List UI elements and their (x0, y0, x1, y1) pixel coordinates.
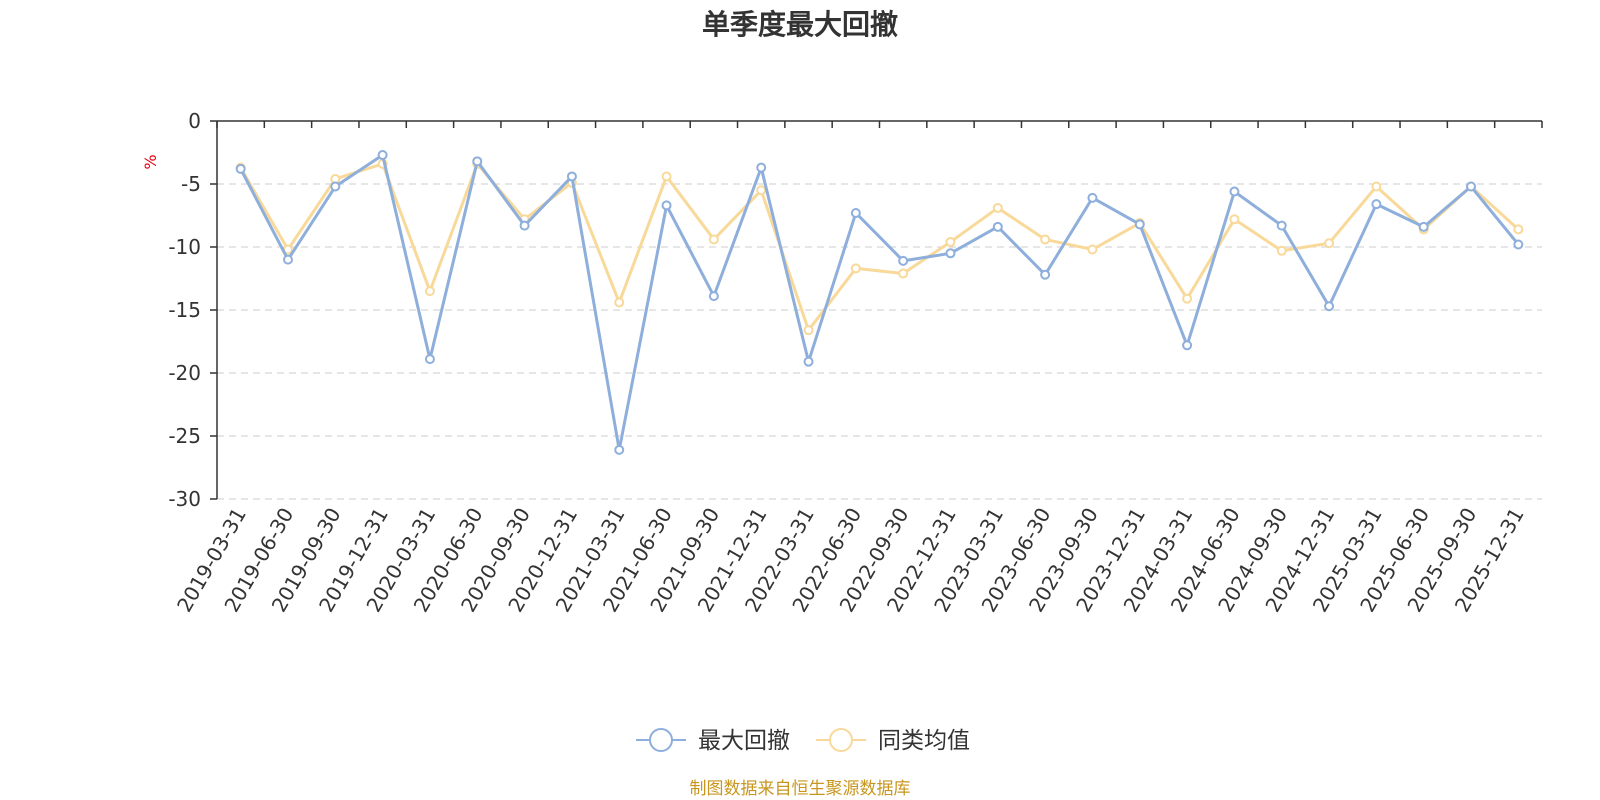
data-point-max-drawdown[interactable] (992, 221, 1003, 232)
data-point-peer-average[interactable] (708, 234, 719, 245)
y-tick-label: -20 (168, 361, 201, 385)
data-point-peer-average[interactable] (424, 286, 435, 297)
data-point-peer-average[interactable] (898, 268, 909, 279)
data-point-max-drawdown[interactable] (1418, 221, 1429, 232)
data-point-peer-average[interactable] (661, 171, 672, 182)
y-axis-unit: % (141, 154, 160, 169)
series-layer (235, 150, 1524, 455)
data-point-max-drawdown[interactable] (803, 356, 814, 367)
y-tick-label: -5 (181, 172, 201, 196)
data-point-max-drawdown[interactable] (708, 291, 719, 302)
data-point-max-drawdown[interactable] (566, 171, 577, 182)
y-axis-ticks: 0 -5 -10 -15 -20 -25 -30 (168, 109, 217, 511)
legend-label-peer-average: 同类均值 (878, 728, 970, 754)
legend-item-max-drawdown[interactable]: 最大回撤 (636, 728, 790, 754)
data-point-max-drawdown[interactable] (1513, 239, 1524, 250)
y-tick-label: -25 (168, 424, 201, 448)
y-tick-label: -15 (168, 298, 201, 322)
data-point-max-drawdown[interactable] (1324, 301, 1335, 312)
source-note: 制图数据来自恒生聚源数据库 (690, 779, 911, 799)
data-point-max-drawdown[interactable] (1182, 340, 1193, 351)
data-point-peer-average[interactable] (1276, 245, 1287, 256)
data-point-max-drawdown[interactable] (330, 181, 341, 192)
data-point-max-drawdown[interactable] (235, 163, 246, 174)
y-tick-label: 0 (188, 109, 201, 133)
data-point-max-drawdown[interactable] (1134, 219, 1145, 230)
legend-marker-max-drawdown (649, 728, 673, 752)
y-tick-label: -10 (168, 235, 201, 259)
data-point-peer-average[interactable] (1087, 244, 1098, 255)
data-point-max-drawdown[interactable] (519, 220, 530, 231)
legend-label-max-drawdown: 最大回撤 (698, 728, 790, 754)
data-point-max-drawdown[interactable] (1229, 186, 1240, 197)
data-point-max-drawdown[interactable] (282, 254, 293, 265)
grid-lines (217, 183, 1542, 500)
data-point-max-drawdown[interactable] (1371, 199, 1382, 210)
series-max-drawdown (235, 150, 1524, 455)
data-point-peer-average[interactable] (850, 263, 861, 274)
data-point-peer-average[interactable] (1040, 234, 1051, 245)
data-point-peer-average[interactable] (1371, 181, 1382, 192)
data-point-max-drawdown[interactable] (1276, 220, 1287, 231)
chart-title: 单季度最大回撤 (702, 8, 898, 41)
legend-marker-peer-average (829, 728, 853, 752)
data-point-max-drawdown[interactable] (945, 248, 956, 259)
data-point-max-drawdown[interactable] (850, 207, 861, 218)
data-point-max-drawdown[interactable] (661, 200, 672, 211)
data-point-peer-average[interactable] (1513, 224, 1524, 235)
data-point-max-drawdown[interactable] (424, 354, 435, 365)
data-point-peer-average[interactable] (1229, 214, 1240, 225)
data-point-max-drawdown[interactable] (472, 156, 483, 167)
data-point-max-drawdown[interactable] (1466, 181, 1477, 192)
series-line-max-drawdown (239, 153, 1520, 452)
x-axis-ticks: 2019-03-312019-06-302019-09-302019-12-31… (172, 121, 1543, 616)
data-point-max-drawdown[interactable] (756, 162, 767, 173)
data-point-max-drawdown[interactable] (1087, 192, 1098, 203)
data-point-max-drawdown[interactable] (614, 444, 625, 455)
series-line-peer-average (239, 162, 1520, 332)
data-point-peer-average[interactable] (1324, 238, 1335, 249)
data-point-max-drawdown[interactable] (1040, 269, 1051, 280)
data-point-peer-average[interactable] (1182, 293, 1193, 304)
data-point-max-drawdown[interactable] (898, 255, 909, 266)
data-point-peer-average[interactable] (803, 325, 814, 336)
data-point-peer-average[interactable] (756, 185, 767, 196)
legend: 最大回撤 同类均值 (636, 728, 970, 754)
data-point-peer-average[interactable] (992, 202, 1003, 213)
legend-item-peer-average[interactable]: 同类均值 (816, 728, 970, 754)
y-tick-label: -30 (168, 487, 201, 511)
data-point-peer-average[interactable] (945, 236, 956, 247)
data-point-max-drawdown[interactable] (377, 150, 388, 161)
data-point-peer-average[interactable] (614, 297, 625, 308)
